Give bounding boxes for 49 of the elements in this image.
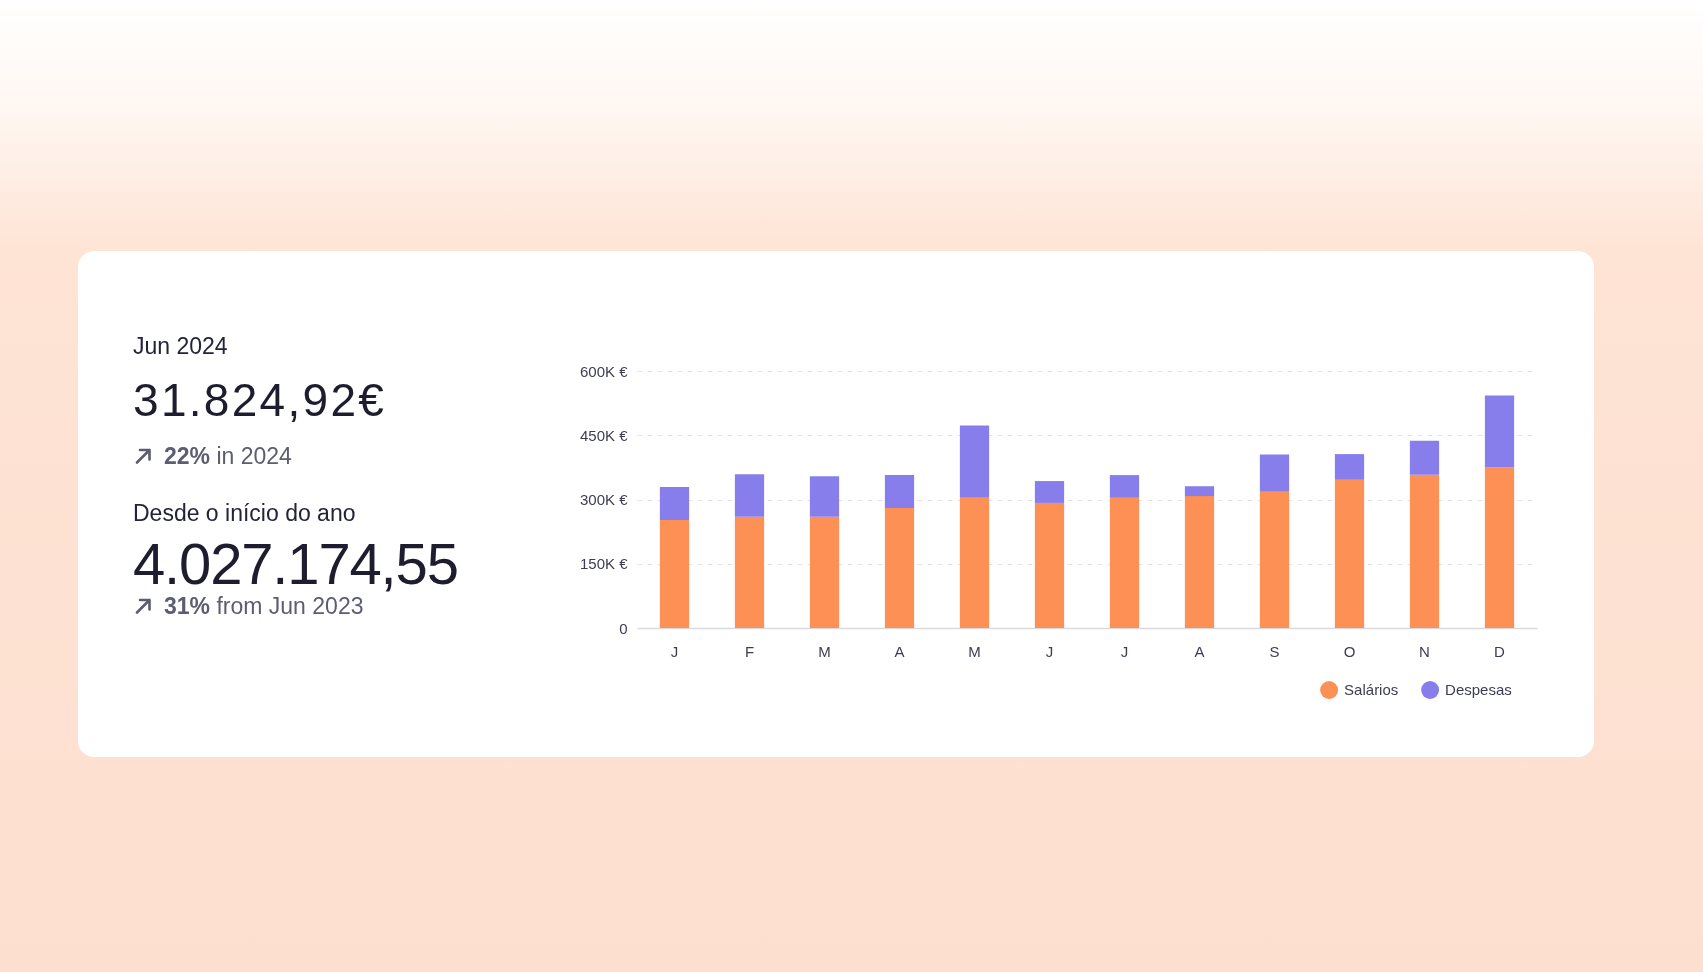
- legend-label: Salários: [1344, 681, 1399, 698]
- text: Desde o início do ano: [133, 500, 356, 526]
- legend-label: Despesas: [1445, 681, 1512, 698]
- bar: [1034, 502, 1065, 628]
- y-tick-label: 300K €: [579, 491, 629, 508]
- bar: [809, 476, 840, 517]
- y-tick-label: 600K €: [579, 362, 629, 380]
- bar: [1184, 486, 1215, 497]
- text: 22% in 2024: [164, 443, 292, 469]
- y-tick-label: 150K €: [579, 555, 629, 573]
- x-tick-label: O: [1343, 642, 1356, 660]
- x-tick-label: A: [894, 642, 905, 660]
- x-tick-label: M: [818, 642, 831, 660]
- bar: [1259, 491, 1290, 628]
- x-tick-label: M: [968, 642, 981, 660]
- x-tick-label: D: [1494, 642, 1506, 660]
- bar: [1334, 479, 1365, 628]
- bar: [1109, 497, 1140, 628]
- bar: [1184, 496, 1215, 628]
- bar: [884, 508, 915, 628]
- bar: [1259, 454, 1290, 492]
- bar: [959, 497, 990, 628]
- bar: [1109, 475, 1140, 498]
- x-tick-label: A: [1194, 642, 1205, 660]
- y-tick-label: 0: [619, 619, 628, 637]
- bar: [734, 474, 765, 517]
- x-tick-label: J: [670, 642, 679, 660]
- bar: [1409, 474, 1440, 628]
- bar: [1034, 481, 1065, 503]
- bar: [734, 516, 765, 628]
- bar: [959, 425, 990, 498]
- y-tick-label: 450K €: [579, 426, 629, 444]
- text: 31% from Jun 2023: [164, 593, 364, 619]
- bar: [1334, 454, 1365, 480]
- x-tick-label: J: [1045, 642, 1054, 660]
- x-tick-label: N: [1419, 642, 1430, 660]
- bar: [884, 475, 915, 509]
- bar: [659, 520, 690, 628]
- bar: [1484, 467, 1515, 628]
- text: 31.824,92€: [133, 374, 387, 426]
- bar: [809, 516, 840, 628]
- text: Jun 2024: [133, 333, 228, 359]
- x-tick-label: S: [1269, 642, 1280, 660]
- bar: [1484, 395, 1515, 468]
- text: 4.027.174,55: [133, 531, 458, 596]
- bar: [1409, 440, 1440, 475]
- x-tick-label: J: [1120, 642, 1129, 660]
- bar: [659, 487, 690, 521]
- x-tick-label: F: [744, 642, 755, 660]
